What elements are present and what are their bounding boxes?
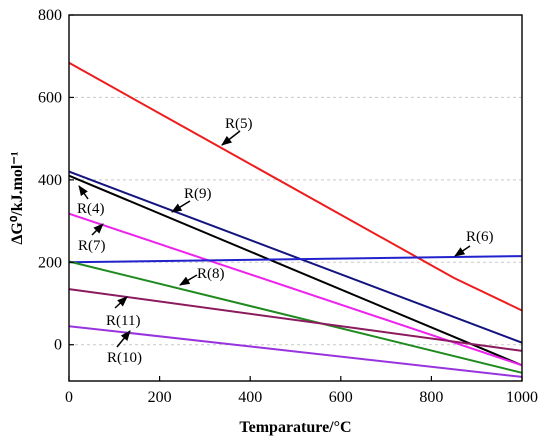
x-tick-label: 400 bbox=[238, 389, 262, 406]
series-label: R(9) bbox=[184, 186, 212, 202]
label-arrow bbox=[114, 296, 128, 309]
y-axis-title: ΔG⁰/kJ.mol⁻¹ bbox=[9, 151, 26, 244]
y-tick-label: 800 bbox=[38, 7, 62, 24]
series-label: R(6) bbox=[466, 229, 494, 245]
ticks: 0 200 400 600 800 1000 0 200 400 600 800 bbox=[38, 7, 538, 406]
series-line-R11 bbox=[68, 288, 523, 352]
series-line-R4 bbox=[68, 174, 523, 367]
series-label: R(7) bbox=[78, 238, 106, 254]
label-arrow bbox=[78, 185, 89, 200]
y-tick-label: 0 bbox=[54, 337, 62, 354]
x-tick-label: 800 bbox=[419, 389, 443, 406]
series-line-R5 bbox=[68, 61, 523, 312]
label-arrow bbox=[179, 274, 198, 286]
label-arrow bbox=[116, 330, 131, 348]
x-tick-label: 600 bbox=[329, 389, 353, 406]
series-labels: R(5) R(9) R(4) R(7) R(6) R(8) R(11) R(10) bbox=[77, 116, 494, 366]
label-arrow bbox=[454, 245, 471, 257]
grid bbox=[69, 14, 522, 346]
x-axis-title: Temparature/°C bbox=[239, 419, 351, 436]
y-tick-label: 400 bbox=[38, 172, 62, 189]
series-line-R10 bbox=[68, 325, 523, 378]
label-arrow bbox=[171, 200, 191, 213]
x-tick-label: 200 bbox=[148, 389, 172, 406]
series-label: R(8) bbox=[197, 266, 225, 282]
series-line-R9 bbox=[68, 170, 523, 344]
series-label: R(10) bbox=[107, 350, 142, 366]
y-tick-label: 600 bbox=[38, 89, 62, 106]
x-tick-label: 0 bbox=[65, 389, 73, 406]
series-label: R(11) bbox=[106, 313, 140, 329]
series-label: R(5) bbox=[225, 116, 253, 132]
series-line-R6 bbox=[68, 255, 523, 264]
series-line-R8 bbox=[68, 260, 523, 374]
x-tick-label: 1000 bbox=[506, 389, 538, 406]
label-arrow bbox=[91, 223, 104, 236]
plot-frame bbox=[68, 14, 523, 382]
label-arrow bbox=[221, 130, 241, 146]
label-arrows bbox=[78, 130, 471, 348]
series-label: R(4) bbox=[77, 201, 105, 217]
y-tick-label: 200 bbox=[38, 254, 62, 271]
series-lines bbox=[68, 61, 523, 378]
